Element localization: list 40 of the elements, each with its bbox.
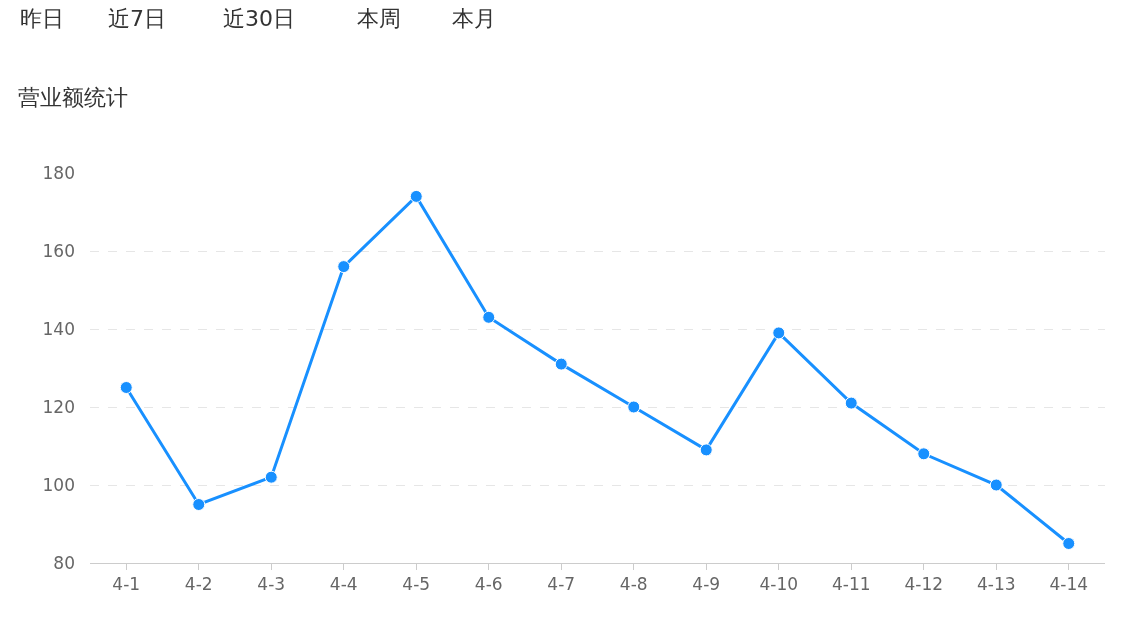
text: 本周 [357, 6, 401, 31]
x-tick-label: 4-4 [329, 574, 358, 595]
y-tick-label: 160 [42, 240, 75, 261]
point [264, 470, 278, 484]
y-tick-label: 120 [42, 396, 75, 417]
point [409, 189, 423, 203]
point [1062, 537, 1076, 550]
x-tick-label: 4-13 [976, 574, 1016, 595]
x-tick-label: 4-6 [474, 574, 503, 595]
text: 近30日 [223, 6, 295, 31]
text: 昨日 [20, 6, 64, 31]
point [844, 396, 858, 410]
y-tick-label: 100 [42, 474, 75, 495]
x-tick-label: 4-1 [112, 574, 141, 595]
x-tick-label: 4-10 [759, 574, 799, 595]
point [917, 447, 931, 461]
x-tick-label: 4-2 [184, 574, 213, 595]
point [119, 381, 133, 394]
y-tick-label: 140 [42, 318, 75, 339]
point [989, 478, 1003, 492]
point [699, 443, 713, 457]
x-tick-label: 4-5 [402, 574, 431, 595]
point [482, 310, 496, 324]
point [627, 400, 641, 414]
x-tick-label: 4-12 [904, 574, 944, 595]
text: 本月 [452, 6, 496, 31]
x-tick-label: 4-9 [692, 574, 721, 595]
x-tick-label: 4-8 [619, 574, 648, 595]
point [554, 357, 568, 371]
point [337, 260, 351, 274]
x-tick-label: 4-11 [831, 574, 871, 595]
chart-title: 营业额统计 [18, 85, 128, 110]
point [772, 326, 786, 340]
x-tick-label: 4-14 [1049, 574, 1089, 595]
x-tick-label: 4-3 [257, 574, 286, 595]
point [192, 498, 206, 511]
x-tick-label: 4-7 [547, 574, 576, 595]
y-tick-label: 180 [42, 162, 75, 183]
y-tick-label: 80 [53, 552, 75, 573]
text: 近7日 [108, 6, 166, 31]
